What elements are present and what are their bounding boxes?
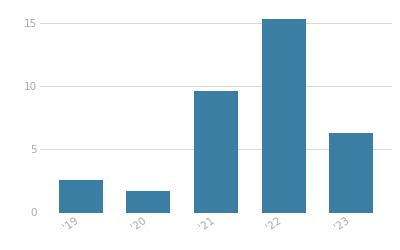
Bar <box>262 19 306 212</box>
Bar <box>194 91 238 212</box>
Bar <box>59 180 103 212</box>
Bar <box>126 191 170 212</box>
Bar <box>329 133 373 212</box>
